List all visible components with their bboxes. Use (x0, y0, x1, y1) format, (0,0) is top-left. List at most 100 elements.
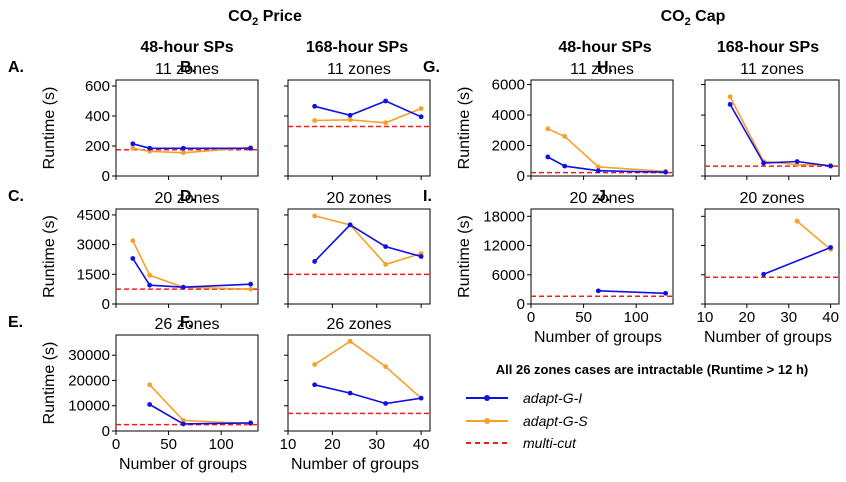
data-point-adapt-g-s-e (147, 382, 153, 388)
panel-title-g: 11 zones (570, 61, 634, 78)
data-point-adapt-g-s-f (347, 338, 353, 344)
y-tick-label-i: 6000 (492, 267, 525, 284)
data-point-adapt-g-i-b (383, 98, 389, 104)
data-point-adapt-g-i-d (312, 259, 318, 264)
data-point-adapt-g-i-g (545, 154, 551, 160)
legend-label-adapt-g-s: adapt-G-S (523, 413, 588, 429)
data-point-adapt-g-i-j (828, 245, 834, 250)
data-point-adapt-g-s-h (727, 94, 733, 100)
data-point-adapt-g-i-f (347, 390, 353, 396)
panel-h: H. 11 zones (597, 59, 840, 180)
x-axis-label-j: Number of groups (704, 329, 832, 346)
series-line-adapt-g-i-f (314, 384, 422, 405)
column-title-price-168h: 168-hour SPs (306, 39, 408, 56)
data-point-adapt-g-s-b (418, 106, 424, 111)
data-point-adapt-g-i-f (418, 395, 424, 401)
y-axis-label-i: Runtime (s) (456, 215, 473, 298)
panel-b: B. 11 zones (180, 59, 431, 180)
data-point-adapt-g-i-f (312, 382, 318, 388)
y-tick-label-c: 3000 (77, 237, 110, 254)
x-tick-label-j: 30 (780, 309, 797, 326)
panel-title-d: 20 zones (327, 190, 392, 207)
data-point-adapt-g-s-f (312, 362, 318, 367)
y-tick-label-e: 30000 (68, 347, 110, 364)
data-point-adapt-g-s-j (794, 218, 800, 224)
data-point-adapt-g-i-b (418, 114, 424, 120)
panel-label-i: I. (423, 188, 432, 205)
legend-item-multi-cut: multi-cut (466, 435, 577, 451)
panel-title-j: 20 zones (740, 190, 805, 207)
panel-label-b: B. (180, 59, 196, 76)
panel-g: G. 11 zones 0 2000 4000 6000 Runtime (s) (423, 59, 674, 185)
data-point-adapt-g-s-g (562, 133, 568, 139)
panel-label-d: D. (180, 188, 196, 205)
x-tick-label-j: 10 (697, 309, 714, 326)
data-point-adapt-g-i-d (347, 222, 353, 228)
data-point-adapt-g-s-d (383, 262, 389, 267)
series-line-adapt-g-s-g (547, 128, 666, 173)
y-tick-label-c: 4500 (77, 207, 110, 224)
column-title-price-48h: 48-hour SPs (140, 39, 233, 56)
data-point-adapt-g-i-a (130, 141, 136, 147)
data-point-adapt-g-i-c (248, 281, 254, 287)
y-tick-label-a: 0 (102, 168, 110, 185)
plot-frame-e (115, 334, 259, 432)
plot-frame-a (115, 79, 259, 177)
x-axis-label-i: Number of groups (534, 329, 662, 346)
panel-label-h: H. (597, 59, 613, 76)
panel-label-e: E. (8, 314, 23, 331)
y-axis-label-a: Runtime (s) (41, 87, 58, 170)
data-point-adapt-g-i-c (147, 282, 153, 288)
data-point-adapt-g-i-c (130, 256, 136, 261)
x-tick-label-f: 10 (280, 436, 297, 453)
legend-marker-adapt-g-s (484, 418, 490, 424)
data-point-adapt-g-i-d (418, 254, 424, 259)
y-tick-label-i: 18000 (483, 208, 525, 225)
y-tick-label-g: 0 (517, 168, 525, 185)
series-line-adapt-g-s-a (132, 146, 251, 154)
panel-d: D. 20 zones (180, 188, 431, 308)
panel-title-i: 20 zones (570, 190, 635, 207)
legend-marker-adapt-g-i (484, 395, 490, 401)
panel-e: E. 26 zones 0 50 100 0 10000 20000 30000 Runtime … (8, 314, 259, 473)
data-point-adapt-g-s-e (180, 417, 186, 423)
data-point-adapt-g-i-e (180, 421, 186, 427)
data-point-adapt-g-i-g (595, 168, 601, 174)
panel-i: I. 20 zones 0 50 100 0 6000 12000 18000 Runtime (… (423, 188, 674, 346)
heading-co2-cap: CO2 Cap (661, 8, 726, 28)
x-axis-label-e: Number of groups (119, 456, 247, 473)
plot-frame-f (287, 334, 431, 432)
y-tick-label-g: 2000 (492, 138, 525, 155)
heading-co2-price: CO2 Price (228, 8, 302, 28)
legend-item-adapt-g-i: adapt-G-I (466, 390, 582, 406)
panel-c: C. 20 zones 0 1500 3000 4500 Runtime (s) (8, 188, 259, 313)
data-point-adapt-g-i-h (794, 159, 800, 164)
panel-title-h: 11 zones (740, 61, 804, 78)
data-point-adapt-g-s-c (248, 286, 254, 292)
x-axis-label-f: Number of groups (291, 456, 419, 473)
x-tick-label-j: 20 (739, 309, 756, 326)
y-tick-label-g: 6000 (492, 77, 525, 94)
data-point-adapt-g-i-g (562, 163, 568, 169)
data-point-adapt-g-s-d (312, 213, 318, 219)
data-point-adapt-g-s-b (347, 117, 353, 123)
panel-label-f: F. (180, 314, 192, 331)
data-point-adapt-g-i-i (595, 288, 601, 294)
panel-f: F. 26 zones 10 20 30 40 Number of groups (180, 314, 431, 473)
panel-label-a: A. (8, 59, 24, 76)
y-tick-label-e: 10000 (68, 398, 110, 415)
x-tick-label-e: 0 (112, 436, 120, 453)
x-tick-label-i: 100 (624, 309, 649, 326)
data-point-adapt-g-i-a (180, 145, 186, 151)
intractable-note: All 26 zones cases are intractable (Runt… (496, 362, 808, 377)
series-line-adapt-g-s-e (149, 384, 251, 425)
panel-label-j: J. (597, 188, 610, 205)
legend: adapt-G-I adapt-G-S multi-cut (466, 390, 588, 451)
x-tick-label-i: 50 (575, 309, 592, 326)
y-tick-label-c: 1500 (77, 266, 110, 283)
plot-frame-j (704, 208, 840, 305)
data-point-adapt-g-s-b (383, 120, 389, 126)
plot-frame-c (115, 208, 259, 305)
series-line-adapt-g-s-b (314, 107, 422, 124)
